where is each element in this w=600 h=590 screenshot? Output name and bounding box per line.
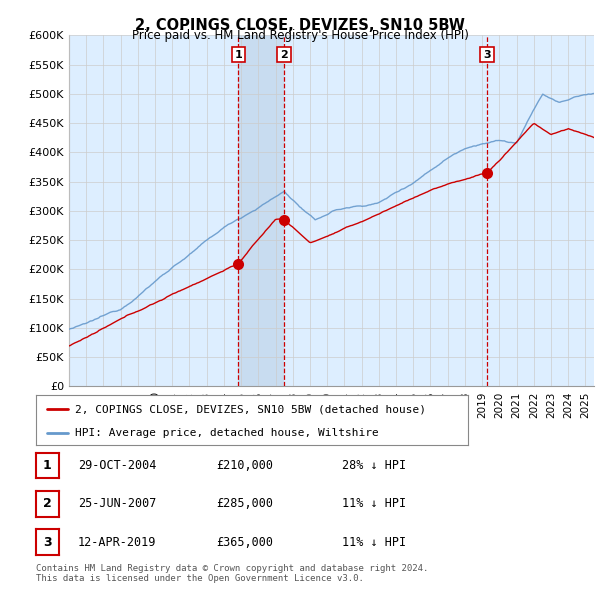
Text: £210,000: £210,000 — [216, 459, 273, 472]
Text: Price paid vs. HM Land Registry's House Price Index (HPI): Price paid vs. HM Land Registry's House … — [131, 30, 469, 42]
Text: 25-JUN-2007: 25-JUN-2007 — [78, 497, 157, 510]
Text: 2: 2 — [43, 497, 52, 510]
Text: 2, COPINGS CLOSE, DEVIZES, SN10 5BW (detached house): 2, COPINGS CLOSE, DEVIZES, SN10 5BW (det… — [75, 404, 426, 414]
Text: £365,000: £365,000 — [216, 536, 273, 549]
Bar — [238, 35, 284, 386]
Text: £285,000: £285,000 — [216, 497, 273, 510]
Text: 28% ↓ HPI: 28% ↓ HPI — [342, 459, 406, 472]
Text: HPI: Average price, detached house, Wiltshire: HPI: Average price, detached house, Wilt… — [75, 428, 379, 438]
Text: 29-OCT-2004: 29-OCT-2004 — [78, 459, 157, 472]
Text: Contains HM Land Registry data © Crown copyright and database right 2024.
This d: Contains HM Land Registry data © Crown c… — [36, 563, 428, 583]
Text: 2, COPINGS CLOSE, DEVIZES, SN10 5BW: 2, COPINGS CLOSE, DEVIZES, SN10 5BW — [135, 18, 465, 32]
Text: 12-APR-2019: 12-APR-2019 — [78, 536, 157, 549]
Text: 1: 1 — [43, 459, 52, 472]
Text: 3: 3 — [483, 50, 491, 60]
Text: 11% ↓ HPI: 11% ↓ HPI — [342, 497, 406, 510]
Text: 1: 1 — [235, 50, 242, 60]
Text: 11% ↓ HPI: 11% ↓ HPI — [342, 536, 406, 549]
Text: 3: 3 — [43, 536, 52, 549]
Text: 2: 2 — [280, 50, 288, 60]
